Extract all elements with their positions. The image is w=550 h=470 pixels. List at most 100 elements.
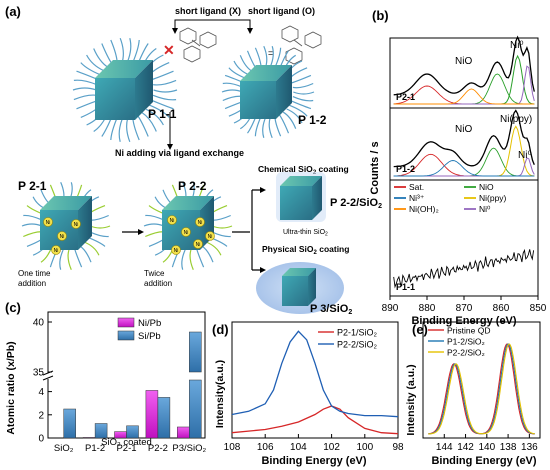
ligand-chain — [72, 87, 97, 91]
panel-e-ylabel: Intensity (a.u.) — [405, 364, 417, 435]
ligand-chain — [211, 214, 231, 221]
ligand-chain — [289, 104, 308, 117]
ligand-chain — [282, 111, 297, 129]
qd-p12-cube — [240, 65, 292, 119]
plot-frame — [422, 321, 541, 439]
ligand-chain — [132, 117, 140, 141]
physical-coating-label: Physical SiO2 coating — [262, 244, 349, 256]
annot-nio-p12: NiO — [455, 124, 472, 135]
ligand-chain — [189, 249, 194, 270]
ligand-chain — [132, 39, 140, 63]
ligand-chain — [127, 38, 132, 62]
ni-atom-label: Ni — [196, 242, 201, 248]
ligand-chain — [268, 117, 273, 139]
bar-Si/Pb — [94, 423, 108, 439]
panel-c-ylabel: Atomic ratio (x/Pb) — [5, 341, 17, 434]
y-tick-label: 2 — [38, 410, 44, 421]
series-P2-2/SiO₂ — [231, 330, 399, 418]
category-label: P3/SiO₂ — [172, 443, 206, 454]
ligand-chain — [145, 108, 164, 126]
annot-ni0-p21: Ni⁰ — [510, 40, 523, 51]
x-tick-label: 860 — [493, 303, 510, 314]
ni-atom-label: Ni — [54, 248, 59, 254]
x-tick-label: 98 — [392, 442, 404, 453]
ni-atom-icon — [193, 239, 203, 249]
legend-label: P2-2/SiO₂ — [337, 340, 378, 350]
bar-Si/Pb — [189, 331, 202, 373]
ligand-chain — [145, 231, 165, 238]
ligand-chain — [254, 47, 262, 68]
ligand-chain — [196, 248, 205, 268]
y-tick-label: 40 — [33, 318, 45, 329]
ligand-chain — [291, 74, 312, 84]
ligand-chain — [110, 39, 118, 63]
ligand-chain — [141, 112, 157, 132]
ligand-chain — [143, 223, 165, 227]
ligand-chain — [181, 249, 186, 270]
ni-atom-icon — [43, 217, 53, 227]
ligand-chain — [292, 96, 314, 102]
ligand-chain — [269, 46, 274, 68]
annot-nio-p21: NiO — [455, 56, 472, 67]
legend-label: NiO — [479, 182, 494, 192]
category-label: P2-2 — [148, 443, 168, 454]
x-tick-label: 102 — [323, 442, 340, 453]
ligand-chain — [89, 231, 109, 238]
ligand-chain — [93, 48, 109, 68]
ni-atom-label: Ni — [46, 220, 51, 226]
ligand-chain — [23, 214, 43, 221]
ligand-chain — [263, 45, 268, 67]
ligand-chain — [262, 116, 267, 138]
panel-a-label: (a) — [5, 4, 21, 19]
subpanel-p21-label: P2-1 — [396, 92, 415, 102]
branch-bracket — [251, 189, 262, 271]
ligand-chain — [274, 116, 282, 137]
p11-noise-trace — [393, 248, 535, 289]
qd-p11-cube — [95, 60, 153, 120]
annot-nippy-p12: Ni(ppy) — [500, 114, 532, 125]
bar-Si/Pb — [157, 397, 171, 439]
ligand-chain — [83, 241, 100, 256]
panel-d-xlabel: Binding Energy (eV) — [261, 455, 366, 467]
bar-Ni/Pb — [82, 437, 96, 439]
ligand-chain — [73, 94, 97, 101]
annot-ni0-p12: Ni⁰ — [518, 150, 531, 161]
ligand-chain — [80, 62, 101, 76]
panel-e-xlabel: Binding Energy (eV) — [431, 455, 536, 467]
ligand-chain — [101, 43, 113, 65]
ni-atom-icon — [71, 219, 81, 229]
legend-label: Ni³⁺ — [409, 193, 425, 203]
ligand-chain — [23, 231, 43, 238]
legend-swatch — [117, 330, 135, 341]
ligand-chain — [153, 89, 178, 93]
ligand-chain — [278, 114, 290, 134]
one-time-label: One time — [18, 269, 51, 278]
panel-e-plot: 144 142 140 138 136 Pristine QDP1-2/SiO₂P2-2/… — [422, 321, 541, 453]
legend-label: Ni(OH)₂ — [409, 204, 439, 214]
panel-d-label: (d) — [212, 322, 229, 337]
panel-c-plot: 35 40 0 2 4 SiO₂ P1-2 P2-1 P2-2 P3/SiO₂ SiO₂ coate… — [33, 311, 206, 454]
short-ligand-o-label: short ligand (O) — [248, 6, 315, 16]
ni-atom-icon — [57, 231, 67, 241]
panel-b-legend: Sat. NiO Ni³⁺ Ni(ppy) Ni(OH)₂ Ni⁰ — [394, 182, 507, 214]
p22-label: P 2-2 — [178, 179, 207, 193]
twice-label: Twice — [144, 269, 165, 278]
ligand-chain — [292, 82, 314, 89]
arrowheads-icon — [172, 28, 253, 34]
subpanel-p11-label: P1-1 — [396, 282, 415, 292]
group-label: SiO₂ coated — [101, 437, 152, 448]
panel-c-label: (c) — [5, 300, 21, 315]
legend-label: Si/Pb — [138, 331, 161, 342]
category-label: P2-1 — [116, 443, 136, 454]
ligand-chain — [137, 115, 149, 137]
ni-atom-icon — [195, 217, 205, 227]
panel-e-xps-pb: (e) Intensity (a.u.) Binding Energy (eV)… — [405, 321, 541, 467]
p11-label: P 1-1 — [148, 107, 177, 121]
ni-complex-icon — [179, 27, 217, 63]
panel-b-xps-ni: (b) 890 880 870 860 850 Counts / s Binding E… — [369, 8, 547, 327]
ni-atom-icon — [205, 231, 215, 241]
ligand-chain — [211, 225, 233, 229]
legend-label: Pristine QD — [447, 326, 490, 336]
twice-addition-label: addition — [144, 279, 172, 288]
